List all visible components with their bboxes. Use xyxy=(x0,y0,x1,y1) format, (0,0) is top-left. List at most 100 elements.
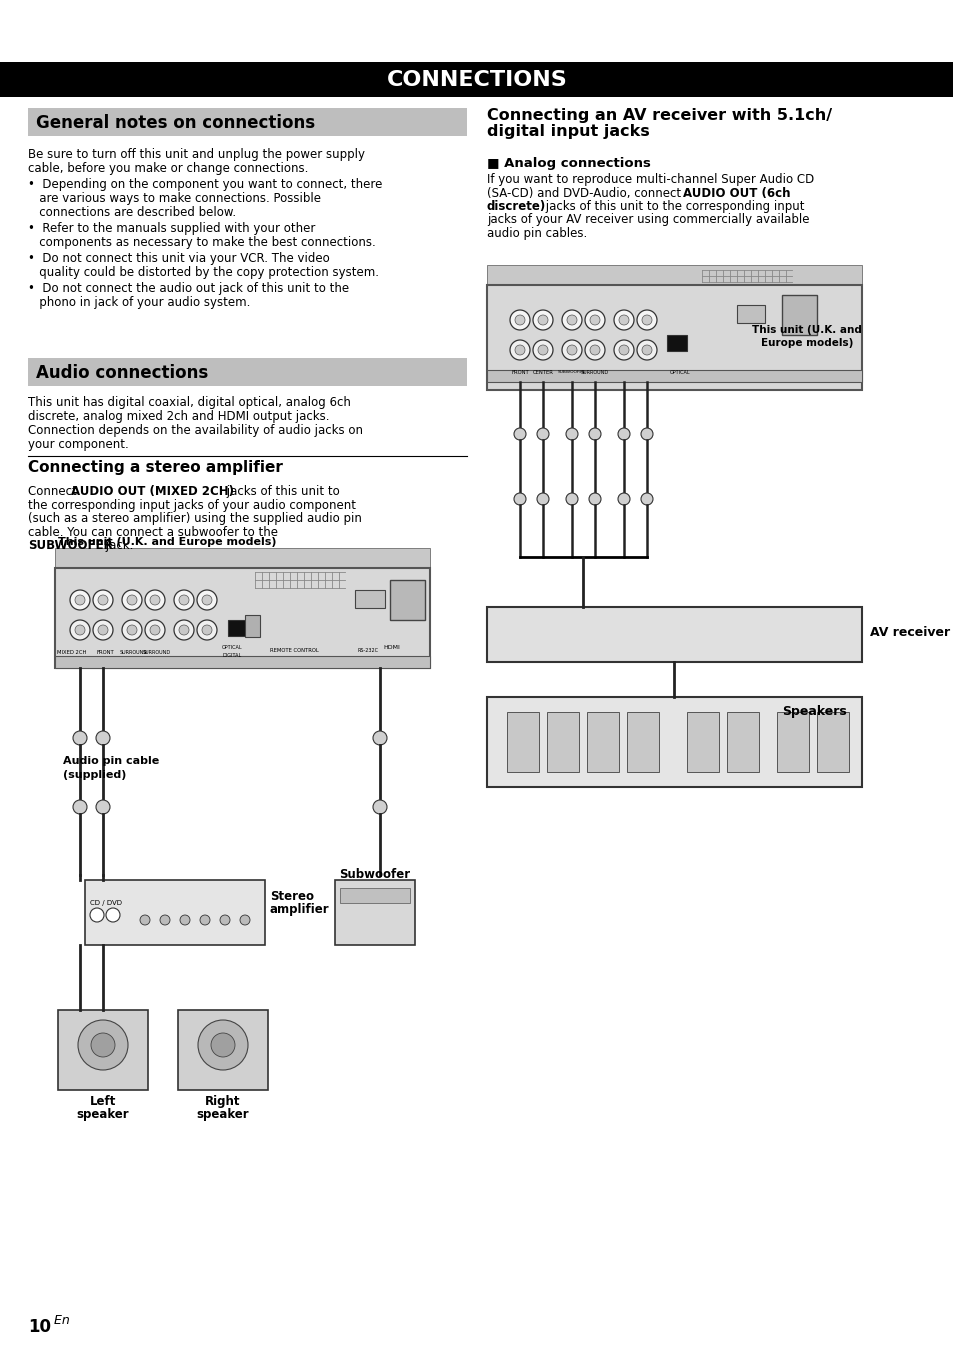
Circle shape xyxy=(91,1033,115,1057)
Text: Be sure to turn off this unit and unplug the power supply: Be sure to turn off this unit and unplug… xyxy=(28,148,365,160)
Circle shape xyxy=(584,340,604,360)
Circle shape xyxy=(75,594,85,605)
Text: •  Do not connect the audio out jack of this unit to the: • Do not connect the audio out jack of t… xyxy=(28,282,349,295)
Text: SUBWOOFER: SUBWOOFER xyxy=(28,539,112,551)
Text: AV receiver: AV receiver xyxy=(869,625,949,639)
Circle shape xyxy=(122,590,142,611)
Text: SUBWOOFER: SUBWOOFER xyxy=(558,369,585,373)
Circle shape xyxy=(90,909,104,922)
Text: speaker: speaker xyxy=(196,1108,249,1122)
Circle shape xyxy=(373,731,387,745)
Circle shape xyxy=(211,1033,234,1057)
Bar xyxy=(626,712,659,772)
Text: jacks of this unit to the corresponding input: jacks of this unit to the corresponding … xyxy=(541,200,803,213)
Circle shape xyxy=(179,625,189,635)
Circle shape xyxy=(198,1020,248,1070)
Text: HDMI: HDMI xyxy=(383,644,400,650)
Circle shape xyxy=(200,915,210,925)
Circle shape xyxy=(70,620,90,640)
Text: AUDIO OUT (6ch: AUDIO OUT (6ch xyxy=(682,186,790,200)
Circle shape xyxy=(637,310,657,330)
Circle shape xyxy=(561,310,581,330)
Circle shape xyxy=(515,345,524,355)
Text: SURROUND: SURROUND xyxy=(120,650,148,655)
Bar xyxy=(486,266,862,284)
Text: your component.: your component. xyxy=(28,438,129,452)
Text: speaker: speaker xyxy=(76,1108,130,1122)
Text: components as necessary to make the best connections.: components as necessary to make the best… xyxy=(28,236,375,249)
Circle shape xyxy=(240,915,250,925)
Circle shape xyxy=(140,915,150,925)
Circle shape xyxy=(566,345,577,355)
Text: SURROUND: SURROUND xyxy=(143,650,171,655)
Circle shape xyxy=(150,594,160,605)
Bar xyxy=(55,656,430,669)
Text: SURROUND: SURROUND xyxy=(580,369,608,375)
Text: Left: Left xyxy=(90,1095,116,1108)
Text: (such as a stereo amplifier) using the supplied audio pin: (such as a stereo amplifier) using the s… xyxy=(28,512,361,524)
Circle shape xyxy=(96,799,110,814)
Bar xyxy=(586,712,618,772)
Bar xyxy=(486,284,862,390)
Bar xyxy=(486,607,862,662)
Bar xyxy=(28,359,467,386)
Bar xyxy=(245,615,260,638)
Bar xyxy=(55,568,430,669)
Circle shape xyxy=(92,620,112,640)
Circle shape xyxy=(641,315,651,325)
Circle shape xyxy=(514,429,525,439)
Text: jack.: jack. xyxy=(102,539,133,551)
Text: •  Depending on the component you want to connect, there: • Depending on the component you want to… xyxy=(28,178,382,191)
Text: MIXED 2CH: MIXED 2CH xyxy=(57,650,87,655)
Circle shape xyxy=(565,429,578,439)
Circle shape xyxy=(75,625,85,635)
Text: amplifier: amplifier xyxy=(270,903,330,917)
Bar xyxy=(0,62,953,97)
Bar xyxy=(781,295,816,336)
Bar xyxy=(178,1010,268,1091)
Text: General notes on connections: General notes on connections xyxy=(36,115,314,132)
Circle shape xyxy=(566,315,577,325)
Circle shape xyxy=(92,590,112,611)
Circle shape xyxy=(179,594,189,605)
Text: This unit has digital coaxial, digital optical, analog 6ch: This unit has digital coaxial, digital o… xyxy=(28,396,351,408)
Circle shape xyxy=(122,620,142,640)
Text: CENTER: CENTER xyxy=(532,369,553,375)
Bar xyxy=(686,712,719,772)
Text: digital input jacks: digital input jacks xyxy=(486,124,649,139)
Text: jacks of this unit to: jacks of this unit to xyxy=(223,485,339,497)
Circle shape xyxy=(515,315,524,325)
Text: are various ways to make connections. Possible: are various ways to make connections. Po… xyxy=(28,191,320,205)
Circle shape xyxy=(127,594,137,605)
Circle shape xyxy=(640,429,652,439)
Bar xyxy=(737,305,764,324)
Circle shape xyxy=(373,799,387,814)
Circle shape xyxy=(510,340,530,360)
Circle shape xyxy=(73,731,87,745)
Circle shape xyxy=(618,315,628,325)
Text: the corresponding input jacks of your audio component: the corresponding input jacks of your au… xyxy=(28,499,355,511)
Text: cable. You can connect a subwoofer to the: cable. You can connect a subwoofer to th… xyxy=(28,526,277,538)
Text: If you want to reproduce multi-channel Super Audio CD: If you want to reproduce multi-channel S… xyxy=(486,173,814,186)
Circle shape xyxy=(220,915,230,925)
Circle shape xyxy=(127,625,137,635)
Text: Connecting a stereo amplifier: Connecting a stereo amplifier xyxy=(28,460,283,474)
Text: En: En xyxy=(50,1313,70,1326)
Bar xyxy=(506,712,538,772)
Text: (SA-CD) and DVD-Audio, connect: (SA-CD) and DVD-Audio, connect xyxy=(486,186,684,200)
Bar xyxy=(666,336,686,350)
Bar xyxy=(228,620,250,636)
Text: (supplied): (supplied) xyxy=(63,770,126,780)
Text: DIGITAL: DIGITAL xyxy=(222,652,241,658)
Circle shape xyxy=(98,594,108,605)
Circle shape xyxy=(588,493,600,506)
Circle shape xyxy=(145,590,165,611)
Text: connections are described below.: connections are described below. xyxy=(28,206,236,218)
Circle shape xyxy=(98,625,108,635)
Text: Audio connections: Audio connections xyxy=(36,364,208,381)
Text: Audio pin cable: Audio pin cable xyxy=(63,756,159,766)
Circle shape xyxy=(196,590,216,611)
Circle shape xyxy=(637,340,657,360)
Bar xyxy=(55,549,430,568)
Circle shape xyxy=(202,625,212,635)
